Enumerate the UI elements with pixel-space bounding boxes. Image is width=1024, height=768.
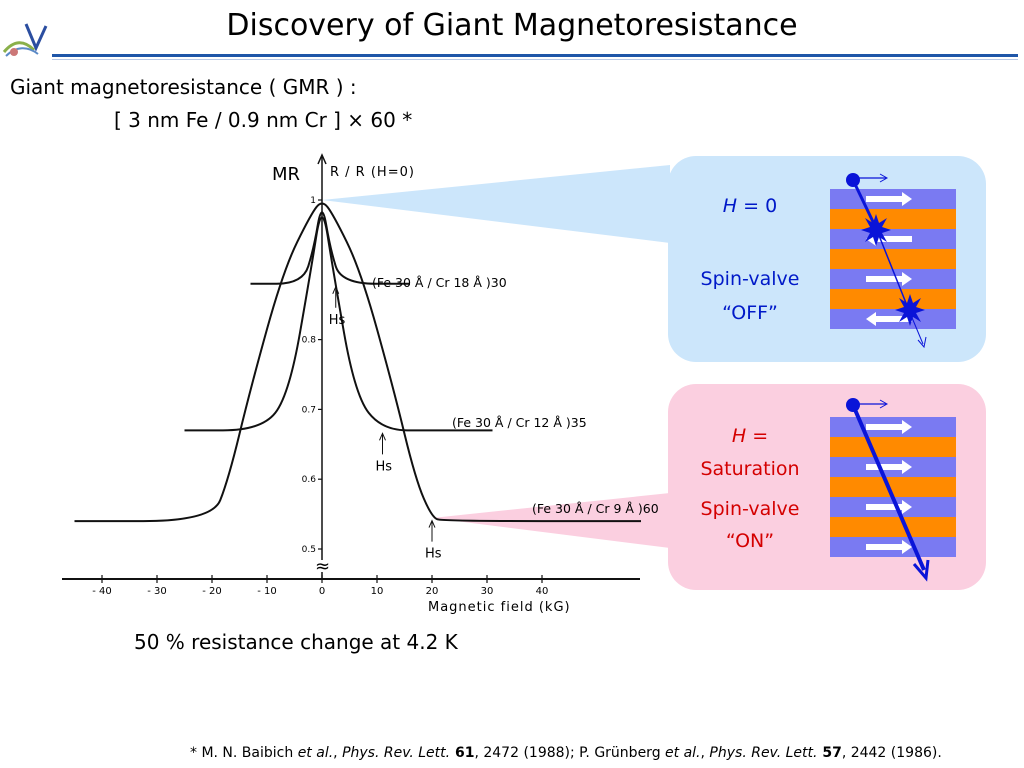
hs-label: Hs — [376, 459, 393, 474]
series-label-1: (Fe 30 Å / Cr 18 Å )30 — [372, 275, 507, 290]
magnetization-arrowhead — [902, 500, 912, 514]
y-tick-label: 0.5 — [302, 545, 316, 555]
gmr-definition: Giant magnetoresistance ( GMR ) : — [10, 75, 357, 99]
x-tick-label: - 40 — [92, 586, 112, 597]
hs-label: Hs — [425, 547, 442, 562]
institution-logo — [2, 23, 48, 57]
off-field-label: H = 0 — [722, 195, 778, 217]
transmitted-electron-path — [846, 398, 930, 582]
x-tick-label: - 20 — [202, 586, 222, 597]
on-field-value: Saturation — [700, 458, 800, 480]
title-divider — [52, 54, 1018, 57]
y-tick-label: 1 — [310, 196, 316, 206]
cr-layer — [830, 249, 956, 269]
x-tick-label: - 10 — [257, 586, 277, 597]
multilayer-formula: [ 3 nm Fe / 0.9 nm Cr ] × 60 * — [114, 108, 413, 132]
off-connector — [322, 165, 670, 243]
y-tick-label: 0.8 — [302, 336, 317, 346]
magnetization-arrowhead — [902, 192, 912, 206]
off-state-label: “OFF” — [722, 302, 778, 324]
magnetization-arrowhead — [902, 540, 912, 554]
hs-arrowhead — [332, 285, 340, 294]
x-axis-label: Magnetic field (kG) — [428, 600, 571, 615]
result-caption: 50 % resistance change at 4.2 K — [134, 630, 458, 654]
hs-arrowhead — [428, 519, 436, 528]
spin-valve-off-panel — [668, 156, 986, 362]
x-tick-label: 30 — [481, 586, 494, 597]
scattering-star-icon — [861, 214, 891, 246]
series-label-2: (Fe 30 Å / Cr 12 Å )35 — [452, 415, 587, 430]
on-state-label: “ON” — [725, 530, 775, 552]
references: * M. N. Baibich et al., Phys. Rev. Lett.… — [190, 745, 942, 761]
scattering-star-icon — [895, 294, 925, 326]
magnetization-arrowhead — [866, 312, 876, 326]
y-axis-label: R / R (H=0) — [330, 165, 415, 180]
y-axis-arrow — [317, 153, 327, 165]
y-tick-label: 0.7 — [302, 405, 316, 415]
off-mode-label: Spin-valve — [700, 268, 800, 290]
x-tick-label: 40 — [536, 586, 549, 597]
hs-label: Hs — [329, 313, 346, 328]
y-axis-side-label: MR — [272, 164, 300, 185]
scattered-electron-path — [846, 173, 927, 349]
cr-layer — [830, 437, 956, 457]
spin-valve-on-panel — [668, 384, 986, 590]
y-axis-break: ≈ — [315, 556, 330, 577]
cr-layer — [830, 477, 956, 497]
x-tick-label: 20 — [426, 586, 439, 597]
series-line-3 — [74, 202, 641, 523]
magnetization-arrowhead — [902, 420, 912, 434]
cr-layer — [830, 289, 956, 309]
y-tick-label: 0.6 — [302, 475, 317, 485]
hs-arrowhead — [379, 432, 386, 441]
cr-layer — [830, 517, 956, 537]
magnetization-arrowhead — [902, 460, 912, 474]
x-tick-label: 10 — [371, 586, 384, 597]
magnetization-arrowhead — [902, 272, 912, 286]
page-title: Discovery of Giant Magnetoresistance — [226, 8, 798, 43]
series-label-3: (Fe 30 Å / Cr 9 Å )60 — [532, 501, 659, 516]
x-tick-label: 0 — [319, 586, 325, 597]
on-mode-label: Spin-valve — [700, 498, 800, 520]
title-divider-thin — [52, 59, 1018, 60]
x-tick-label: - 30 — [147, 586, 167, 597]
series-line-2 — [184, 216, 493, 432]
on-field-label: H = — [731, 425, 769, 447]
cr-layer — [830, 209, 956, 229]
